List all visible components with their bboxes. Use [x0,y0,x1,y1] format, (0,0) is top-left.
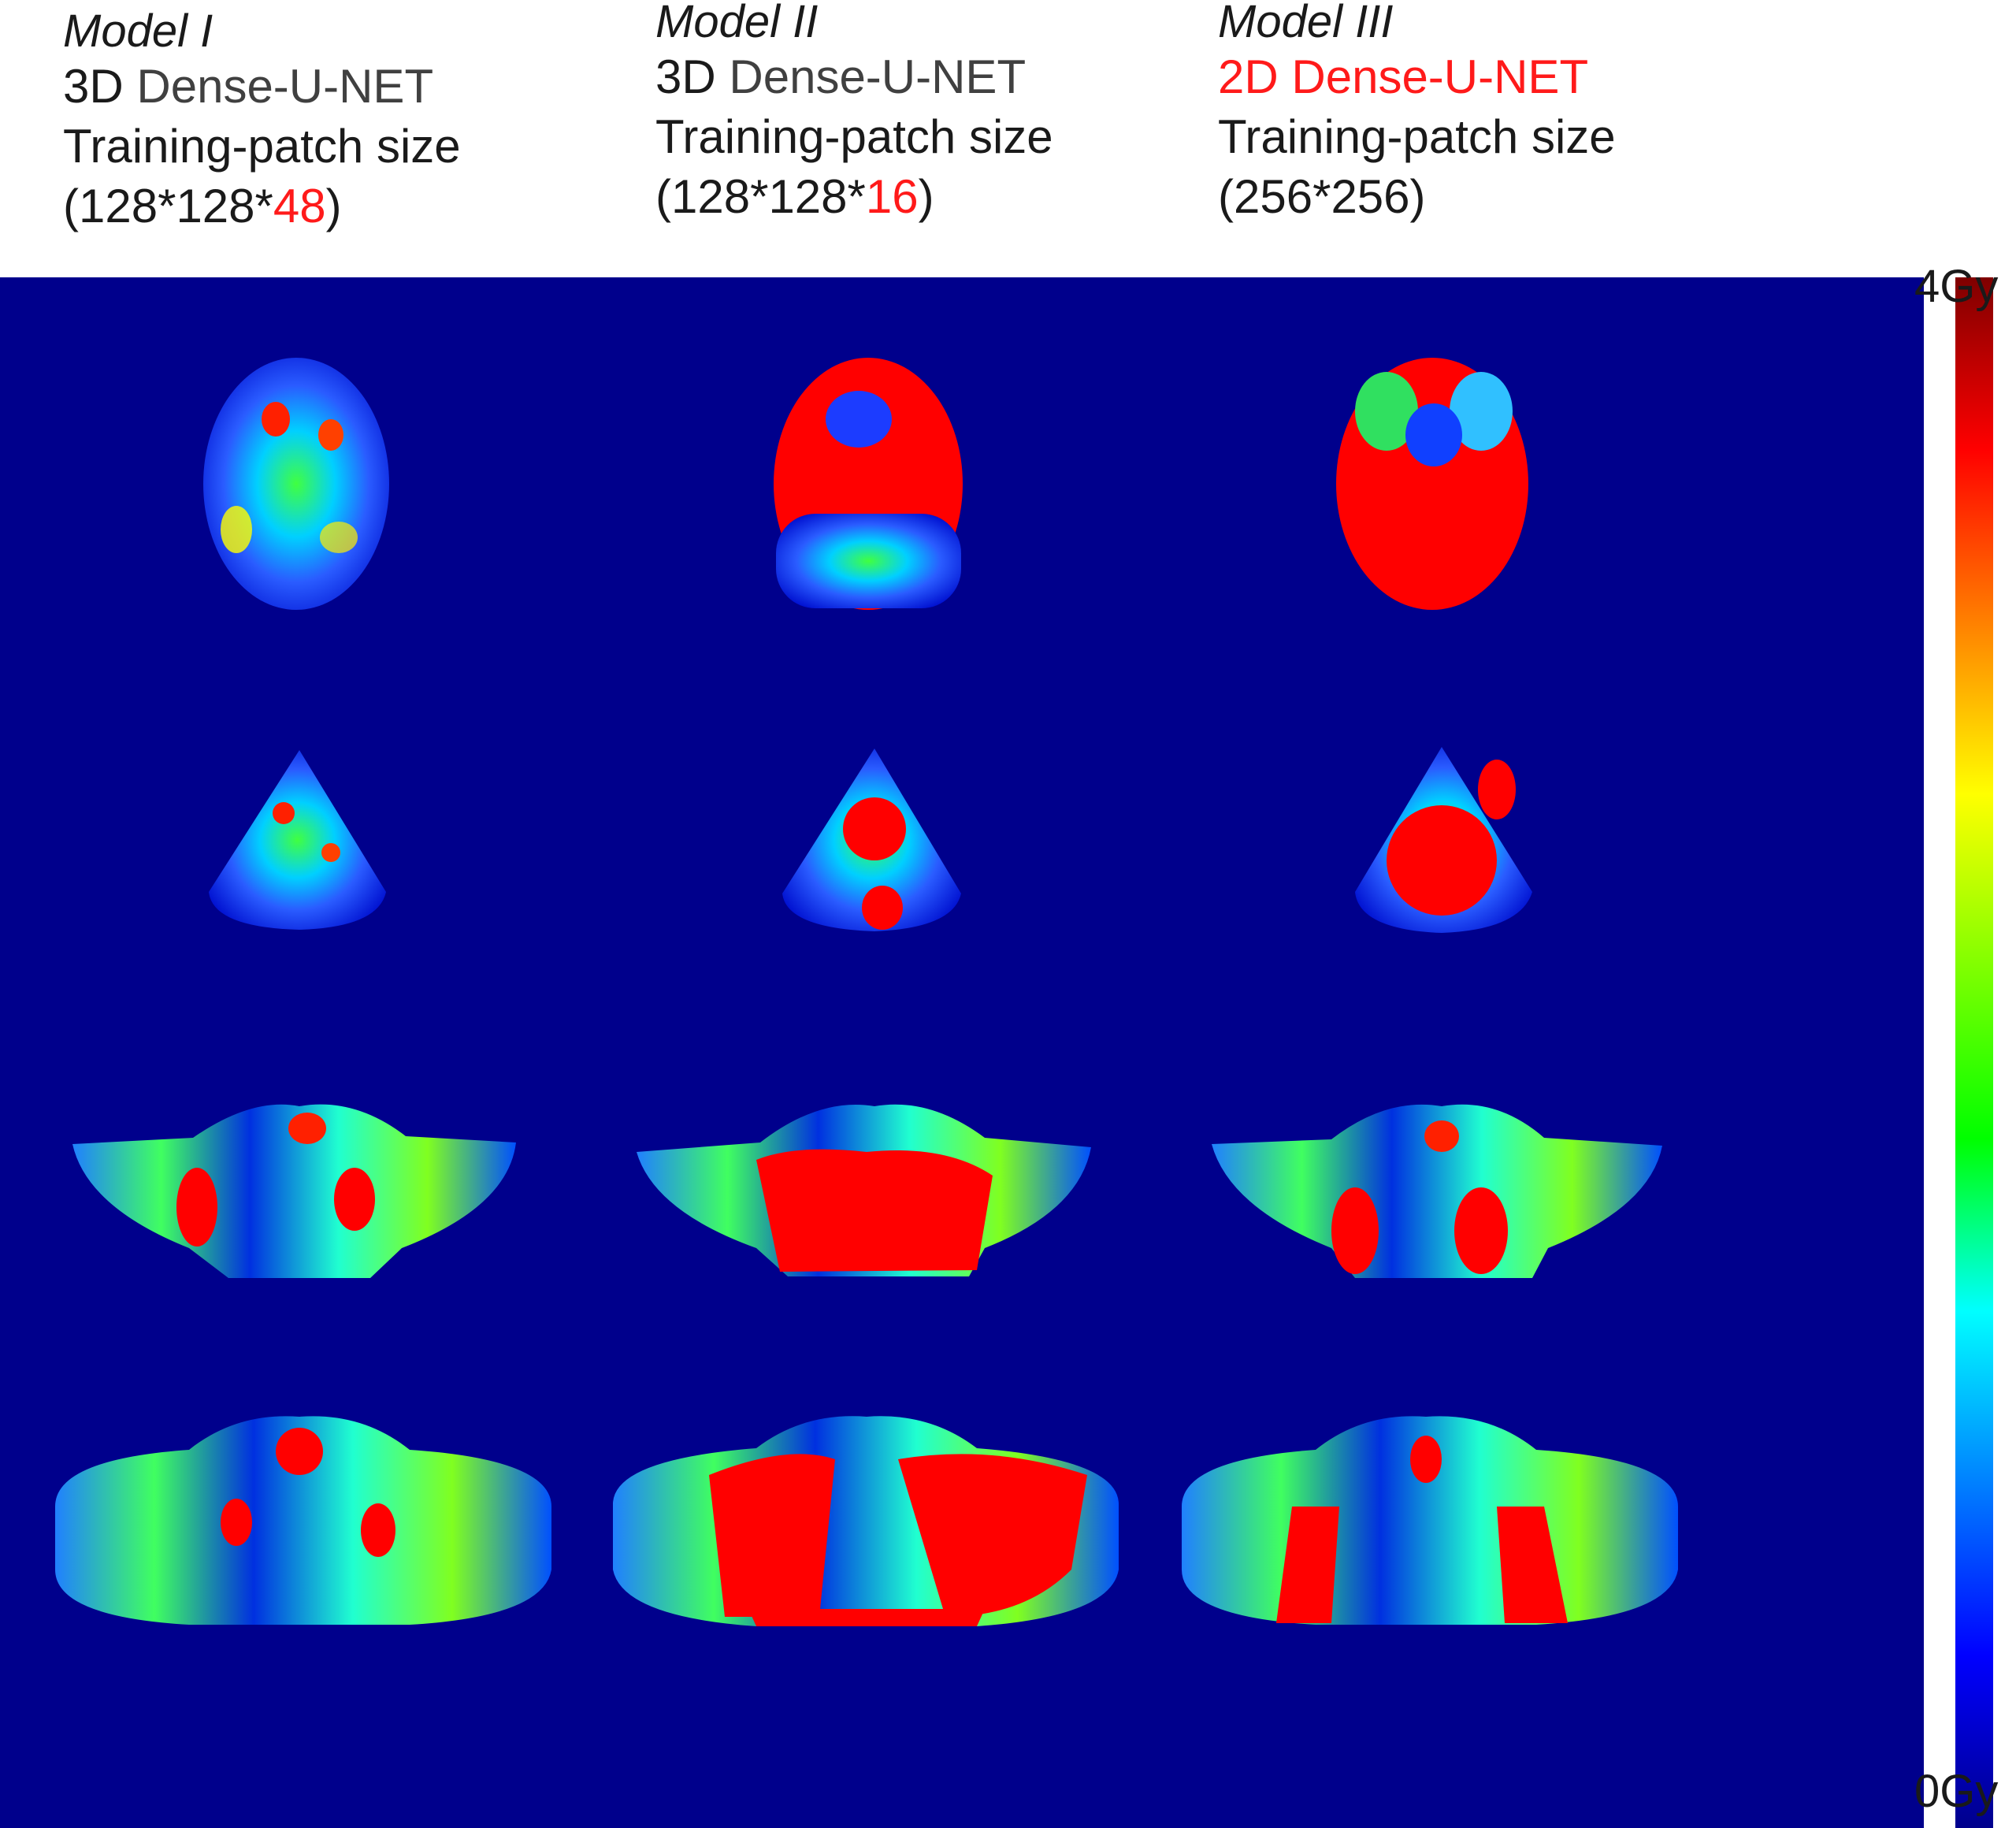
slice-row-3 [72,1104,1662,1278]
header-model-2: Model II 3D Dense-U-NET Training-patch s… [655,0,1223,227]
colorbar-min-label: 0Gy [1914,1766,1999,1817]
colorbar-max-label: 4Gy [1914,261,1999,312]
dose-map-panel [0,277,1924,1828]
patch-size-value: (256*256) [1218,170,1426,223]
model-title: Model I [63,6,213,57]
header-model-1: Model I 3D Dense-U-NET Training-patch si… [63,0,630,236]
patch-size-value: (128*128*16) [655,170,934,223]
patch-size-label: Training-patch size [1218,110,1616,163]
slice-row-1 [203,358,1528,610]
header-model-3: Model III 2D Dense-U-NET Training-patch … [1218,0,1785,227]
patch-size-value: (128*128*48) [63,180,342,232]
architecture-label: 3D Dense-U-NET [63,60,434,113]
model-title: Model III [1218,0,1394,47]
architecture-label: 3D Dense-U-NET [655,50,1027,103]
patch-size-label: Training-patch size [655,110,1053,163]
architecture-label: 2D Dense-U-NET [1218,50,1589,103]
dose-slice-model1-row2 [209,750,386,930]
patch-size-label: Training-patch size [63,120,461,173]
model-title: Model II [655,0,819,47]
slice-row-4 [55,1416,1678,1626]
slice-row-2 [209,747,1532,933]
dose-slice-model1-row1 [203,358,389,610]
dose-map-grid [55,358,1678,1626]
dose-slice-model1-row4 [55,1416,551,1625]
dose-colorbar [1955,277,1993,1828]
dose-slice-model3-row3 [1212,1104,1662,1278]
